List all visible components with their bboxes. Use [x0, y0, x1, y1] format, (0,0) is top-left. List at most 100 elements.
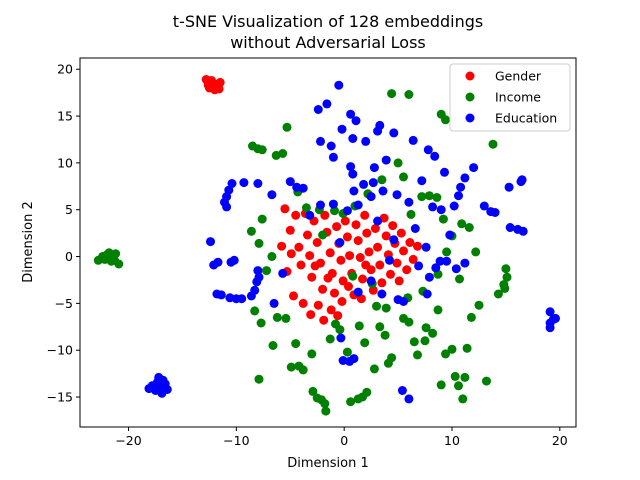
education-point [449, 201, 459, 211]
legend-marker-income [465, 92, 475, 102]
education-point [435, 256, 445, 266]
gender-point [364, 247, 374, 257]
education-point [334, 80, 344, 90]
education-point [431, 263, 441, 273]
education-point [422, 289, 432, 299]
education-point [389, 235, 399, 245]
education-point [517, 175, 527, 185]
income-point [354, 321, 364, 331]
income-point [321, 406, 331, 416]
gender-point [340, 216, 350, 226]
gender-point [291, 210, 301, 220]
education-point [353, 287, 363, 297]
gender-point [388, 221, 398, 231]
income-point [454, 381, 463, 391]
education-point [351, 116, 361, 126]
education-point [328, 152, 338, 162]
gender-point [342, 232, 352, 242]
income-point [257, 214, 267, 224]
education-point [366, 192, 376, 202]
gender-point [294, 242, 304, 252]
gender-point [303, 230, 312, 240]
education-point [322, 99, 332, 109]
y-tick-label: 10 [57, 155, 73, 170]
gender-point [211, 79, 221, 89]
gender-point [377, 278, 387, 288]
income-point [325, 334, 335, 344]
education-point [154, 372, 164, 382]
education-point [212, 289, 222, 299]
gender-point [325, 248, 335, 258]
income-point [256, 318, 266, 328]
education-point [359, 179, 369, 189]
education-point [336, 333, 346, 343]
chart-subtitle: without Adversarial Loss [230, 33, 426, 52]
education-point [253, 179, 263, 188]
income-point [346, 397, 356, 407]
education-point [389, 128, 399, 138]
income-point [464, 223, 474, 232]
income-point [457, 219, 467, 229]
education-point [373, 216, 383, 226]
income-point [257, 145, 267, 155]
education-point [518, 226, 528, 236]
income-point [441, 349, 450, 359]
education-point [392, 190, 402, 200]
gender-point [330, 288, 339, 298]
legend-box [449, 63, 571, 132]
income-point [282, 122, 292, 132]
gender-point [358, 274, 367, 284]
gender-point [405, 238, 415, 247]
income-point [320, 399, 330, 409]
income-point [318, 230, 328, 240]
income-point [342, 347, 352, 357]
gender-point [381, 231, 391, 241]
income-point [399, 172, 408, 182]
income-point [442, 247, 452, 257]
education-point [399, 297, 408, 306]
income-point [462, 343, 472, 353]
gender-point [296, 260, 306, 270]
x-tick-label: 20 [552, 433, 568, 448]
education-point [460, 258, 470, 268]
y-axis-label: Dimension 2 [21, 201, 36, 283]
gender-point [337, 297, 347, 306]
income-point [254, 374, 264, 384]
income-point [438, 214, 448, 224]
y-tick-label: 0 [65, 249, 73, 264]
income-point [460, 372, 470, 382]
income-point [246, 226, 256, 236]
education-point [504, 182, 514, 192]
income-point [272, 312, 282, 322]
education-point [381, 155, 391, 165]
gender-point [394, 276, 404, 286]
education-point [397, 386, 407, 395]
income-point [362, 387, 372, 397]
y-tick-label: 20 [57, 62, 73, 77]
education-point [316, 136, 325, 146]
income-point [424, 191, 434, 201]
gender-point [307, 272, 317, 282]
income-point [267, 252, 277, 261]
income-point [281, 313, 291, 323]
gender-point [312, 238, 322, 247]
y-tick-label: −5 [55, 296, 73, 311]
education-point [269, 298, 279, 308]
education-point [414, 261, 424, 271]
income-point [387, 89, 397, 99]
income-point [307, 349, 317, 359]
gender-point [353, 236, 363, 246]
education-point [342, 206, 352, 216]
education-point [285, 177, 295, 187]
gender-point [280, 204, 290, 214]
gender-point [351, 220, 361, 230]
income-point [488, 139, 498, 149]
education-point [430, 151, 440, 161]
gender-point [333, 311, 343, 321]
axis-ticks: −20 −10 0 10 20 −15 −10 −5 0 5 10 15 20 [47, 62, 568, 448]
income-point [286, 362, 296, 372]
gender-point [332, 222, 342, 232]
legend: Gender Income Education [449, 63, 571, 132]
income-point [335, 325, 345, 335]
